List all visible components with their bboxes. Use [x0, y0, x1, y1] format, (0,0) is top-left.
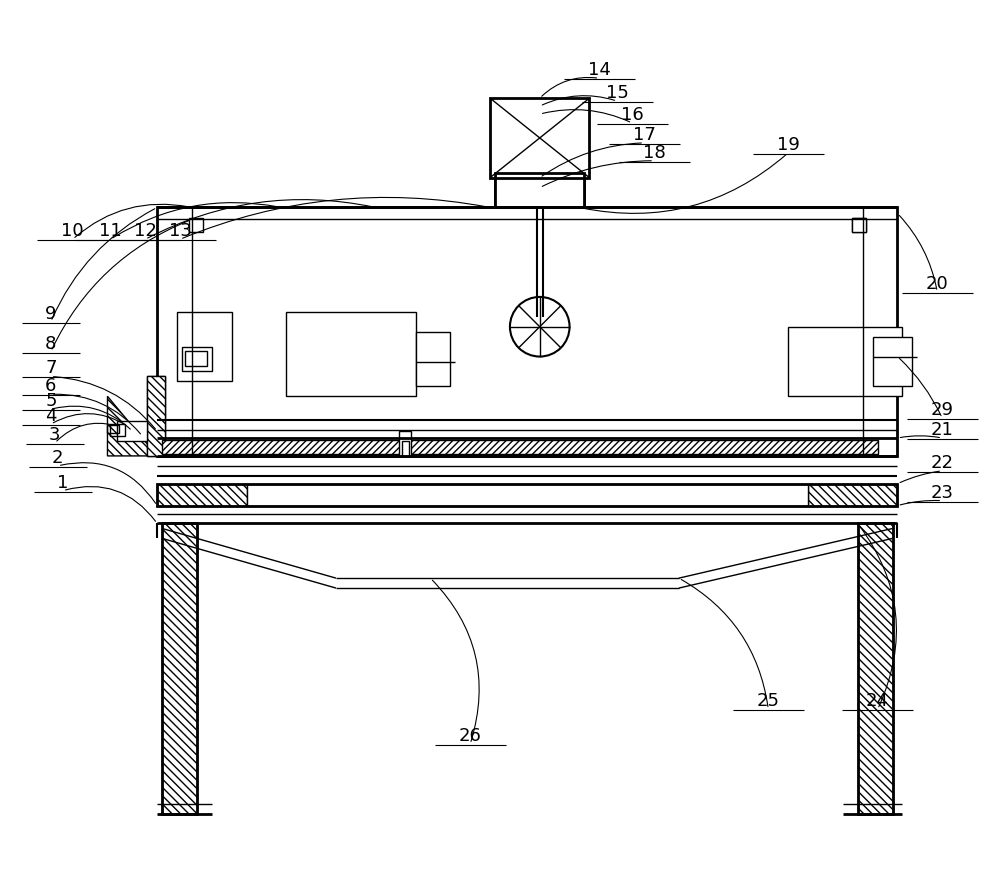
Text: 7: 7	[45, 359, 57, 377]
Bar	[110, 424, 125, 437]
Text: 29: 29	[931, 400, 954, 419]
Text: 19: 19	[777, 136, 800, 153]
Bar	[157, 484, 897, 506]
Text: 9: 9	[45, 305, 57, 323]
Bar	[247, 484, 808, 506]
Bar	[858, 524, 893, 813]
Bar	[162, 524, 197, 813]
Bar	[286, 313, 416, 397]
Bar	[399, 431, 411, 456]
Polygon shape	[107, 397, 157, 456]
Bar	[182, 347, 212, 372]
Bar	[788, 327, 902, 397]
Text: 11: 11	[99, 222, 122, 240]
Bar	[402, 441, 409, 456]
Bar	[873, 338, 912, 387]
Text: 8: 8	[45, 334, 57, 352]
Text: 23: 23	[931, 483, 954, 501]
Bar	[852, 219, 866, 233]
Text: 24: 24	[866, 692, 889, 710]
Text: 22: 22	[931, 454, 954, 471]
Bar	[808, 484, 897, 506]
Bar	[858, 524, 893, 813]
Text: 26: 26	[459, 727, 482, 744]
Bar	[117, 422, 147, 441]
Bar	[416, 332, 450, 387]
Text: 6: 6	[45, 377, 57, 395]
Text: 5: 5	[45, 392, 57, 409]
Text: 13: 13	[169, 222, 191, 240]
Text: 4: 4	[45, 407, 57, 424]
Text: 25: 25	[757, 692, 780, 710]
Text: 16: 16	[621, 106, 644, 124]
Text: 18: 18	[643, 144, 665, 161]
Text: 14: 14	[588, 61, 611, 79]
Bar	[490, 99, 589, 178]
Bar	[157, 208, 897, 456]
Text: 12: 12	[134, 222, 157, 240]
Bar	[162, 440, 878, 455]
Bar	[495, 174, 584, 208]
Text: 3: 3	[49, 425, 61, 444]
Bar	[157, 484, 247, 506]
Bar	[162, 524, 197, 813]
Text: 10: 10	[61, 222, 84, 240]
Bar	[107, 425, 119, 433]
Bar	[185, 351, 207, 367]
Text: 17: 17	[633, 126, 656, 144]
Text: 21: 21	[931, 421, 954, 439]
Bar	[177, 313, 232, 382]
Bar	[189, 219, 203, 233]
Bar	[147, 377, 165, 456]
Text: 2: 2	[52, 448, 64, 466]
Text: 15: 15	[606, 84, 629, 102]
Bar	[495, 178, 584, 208]
Bar	[852, 219, 866, 233]
Text: 20: 20	[926, 275, 949, 292]
Bar	[147, 377, 165, 456]
Text: 1: 1	[57, 473, 68, 491]
